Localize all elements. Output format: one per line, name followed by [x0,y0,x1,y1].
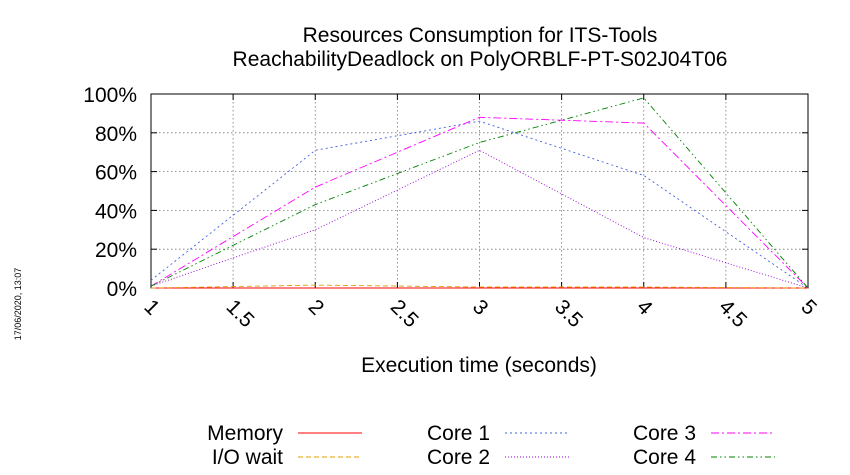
legend-label: Core 2 [427,446,490,469]
series-line-core-3 [150,116,809,289]
x-tick-label: 3 [468,295,493,320]
x-tick-label: 3.5 [550,295,587,332]
y-tick-label: 20% [95,239,137,262]
x-tick-label: 1.5 [222,295,259,332]
y-tick-label: 100% [83,84,137,107]
series-line-core-1 [150,120,809,289]
legend-label: Memory [207,422,283,445]
legend-label: Core 3 [633,422,696,445]
series-line-core-4 [150,97,809,289]
y-tick-label: 60% [95,162,137,185]
grid-lines [151,94,808,288]
series-lines [150,97,809,289]
series-line-i-o-wait [150,284,809,289]
y-tick-label: 0% [107,278,137,301]
axis-ticks: 1 1.5 2 2.5 3 3.5 4 4.5 5 0% 20% 40% 60% 80% 100% [83,84,821,332]
x-tick-label: 2 [304,295,329,320]
legend-label: I/O wait [212,446,283,469]
legend-label: Core 1 [427,422,490,445]
chart-title: Resources Consumption for ITS-Tools [303,24,658,47]
x-axis-title: Execution time (seconds) [361,354,597,377]
x-tick-label: 5 [796,295,821,320]
x-tick-label: 1 [139,295,164,320]
timestamp-label: 17/06/2020, 13:07 [13,268,23,341]
legend-label: Core 4 [633,446,696,469]
x-tick-label: 4 [632,295,657,320]
chart-subtitle: ReachabilityDeadlock on PolyORBLF-PT-S02… [233,48,728,71]
y-tick-label: 80% [95,123,137,146]
y-tick-label: 40% [95,200,137,223]
x-tick-label: 4.5 [714,295,751,332]
x-tick-label: 2.5 [386,295,423,332]
